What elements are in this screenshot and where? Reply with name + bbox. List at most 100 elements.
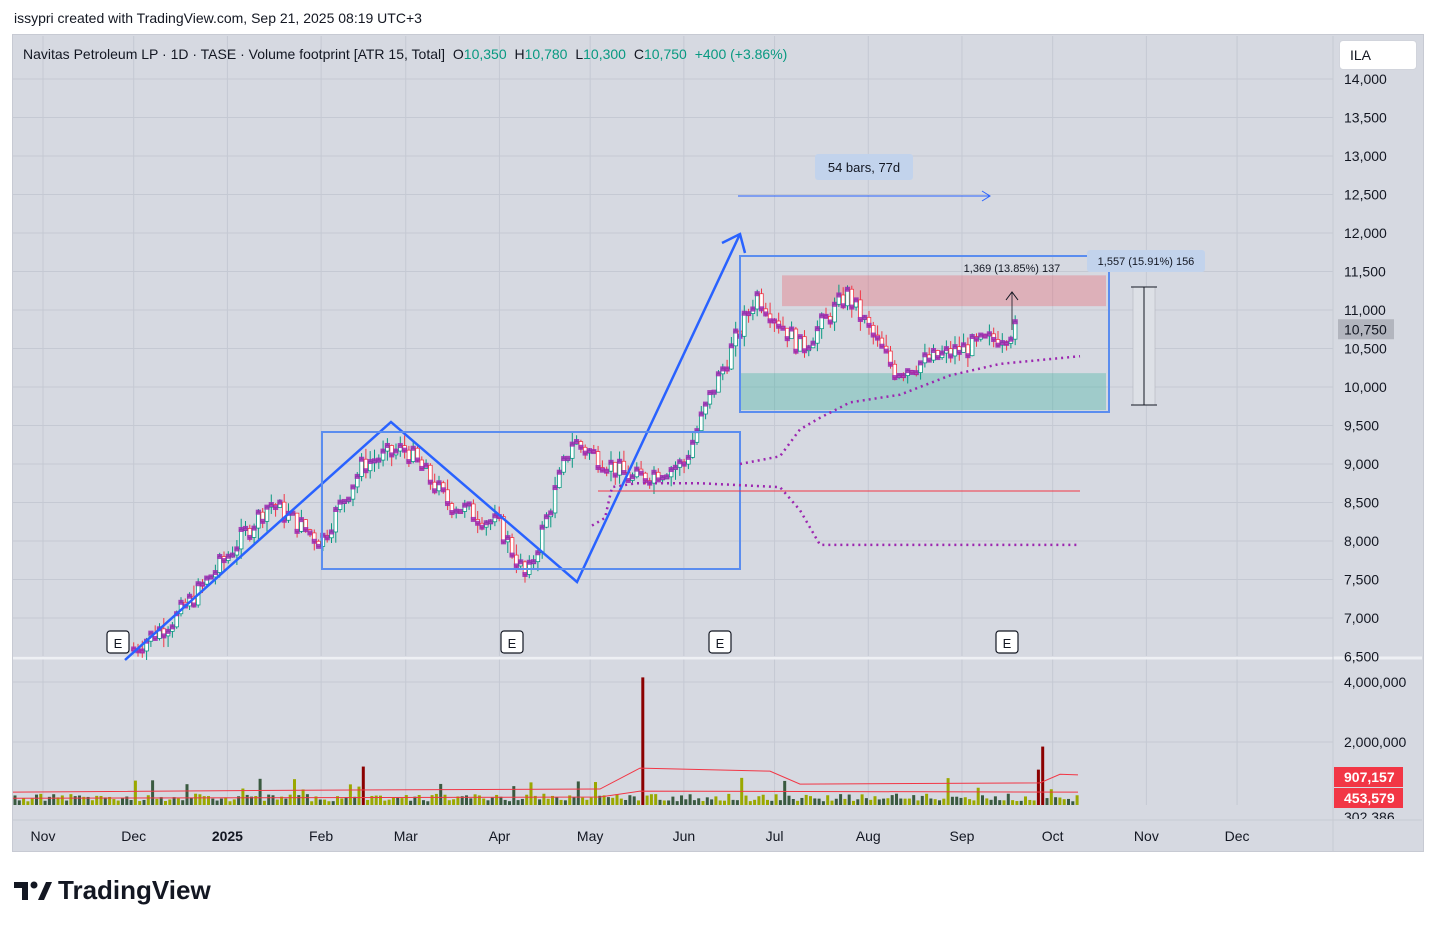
time-tick-label: Mar bbox=[394, 828, 418, 844]
footprint-cell bbox=[905, 368, 911, 374]
volume-bar bbox=[899, 798, 903, 805]
volume-bar bbox=[78, 795, 81, 805]
footprint-cell bbox=[384, 442, 390, 448]
footprint-cell bbox=[307, 530, 313, 536]
price-tick-label: 8,500 bbox=[1344, 495, 1379, 511]
volume-bar bbox=[757, 796, 761, 805]
volume-bar bbox=[727, 793, 731, 805]
footprint-cell bbox=[169, 624, 175, 630]
earnings-marker bbox=[106, 630, 130, 654]
footprint-cell bbox=[247, 534, 253, 540]
volume-bar bbox=[972, 800, 976, 805]
volume-bar bbox=[108, 796, 112, 805]
footprint-cell bbox=[715, 371, 722, 377]
volume-bar bbox=[516, 800, 520, 805]
footprint-cell bbox=[797, 334, 803, 340]
footprint-cell bbox=[462, 502, 468, 508]
footprint-cell bbox=[677, 459, 683, 465]
footprint-cell bbox=[229, 552, 236, 558]
volume-bar bbox=[551, 795, 554, 805]
footprint-cell bbox=[311, 538, 317, 544]
footprint-cell bbox=[917, 360, 924, 366]
volume-bar bbox=[224, 797, 228, 805]
volume-bar bbox=[1041, 746, 1045, 805]
volume-bar bbox=[404, 795, 408, 805]
symbol-legend: Navitas Petroleum LP · 1D · TASE · Volum… bbox=[23, 46, 791, 62]
footprint-cell bbox=[161, 633, 167, 639]
volume-bar bbox=[422, 800, 425, 805]
footprint-cell bbox=[225, 553, 231, 559]
footprint-cell bbox=[186, 593, 193, 599]
volume-bar bbox=[770, 800, 774, 805]
footprint-cell bbox=[333, 507, 339, 513]
footprint-cell bbox=[896, 373, 902, 379]
footprint-cell bbox=[922, 352, 928, 358]
earnings-marker bbox=[995, 630, 1019, 654]
footprint-cell bbox=[260, 518, 266, 524]
volume-bar bbox=[426, 801, 430, 805]
footprint-cell bbox=[870, 332, 876, 338]
footprint-cell bbox=[569, 441, 575, 447]
footprint-cell bbox=[440, 487, 446, 493]
chart-frame[interactable] bbox=[12, 34, 1424, 852]
volume-bar bbox=[800, 797, 804, 805]
footprint-cell bbox=[823, 313, 829, 319]
time-tick-label: Nov bbox=[1134, 828, 1159, 844]
volume-bar bbox=[305, 794, 309, 805]
high-label: H bbox=[514, 46, 525, 62]
footprint-cell bbox=[518, 559, 524, 565]
footprint-cell bbox=[724, 366, 730, 372]
volume-bar bbox=[886, 798, 890, 805]
footprint-cell bbox=[698, 411, 704, 417]
footprint-cell bbox=[595, 465, 601, 471]
volume-bar bbox=[895, 793, 898, 805]
tradingview-logo: TradingView bbox=[14, 875, 211, 906]
footprint-cell bbox=[475, 520, 481, 526]
footprint-cell bbox=[642, 478, 648, 484]
footprint-cell bbox=[685, 454, 691, 460]
volume-bar bbox=[477, 795, 481, 805]
volume-bar bbox=[495, 794, 499, 805]
candle-body bbox=[238, 529, 244, 550]
footprint-cell bbox=[324, 535, 330, 541]
volume-bar bbox=[826, 795, 830, 805]
footprint-cell bbox=[784, 336, 790, 342]
volume-bar bbox=[121, 798, 124, 805]
volume-bar bbox=[774, 794, 778, 805]
candle-body bbox=[716, 373, 721, 393]
volume-bar bbox=[637, 800, 640, 805]
volume-bar bbox=[723, 800, 726, 805]
footprint-cell bbox=[337, 499, 343, 505]
footprint-cell bbox=[913, 370, 919, 376]
footprint-cell bbox=[629, 474, 636, 480]
footprint-cell bbox=[135, 648, 141, 654]
currency-button[interactable]: ILA bbox=[1339, 40, 1417, 70]
volume-bar bbox=[95, 795, 99, 805]
volume-bar bbox=[284, 798, 288, 805]
footprint-cell bbox=[195, 581, 201, 587]
footprint-cell bbox=[457, 508, 464, 514]
volume-bar bbox=[202, 796, 206, 805]
footprint-cell bbox=[926, 357, 932, 363]
footprint-cell bbox=[887, 361, 894, 367]
volume-bar bbox=[237, 796, 241, 805]
price-tick-label: 8,000 bbox=[1344, 533, 1379, 549]
price-tick-label: 7,500 bbox=[1344, 572, 1379, 588]
footprint-cell bbox=[436, 480, 442, 486]
volume-bar bbox=[821, 801, 825, 805]
candle-body bbox=[742, 312, 747, 337]
volume-bar bbox=[1002, 800, 1006, 805]
footprint-cell bbox=[509, 552, 515, 558]
open-value: 10,350 bbox=[463, 46, 507, 62]
volume-bar bbox=[998, 800, 1002, 805]
footprint-cell bbox=[505, 535, 511, 541]
footprint-cell bbox=[264, 504, 270, 510]
volume-bar bbox=[469, 798, 473, 805]
volume-ma-upper bbox=[12, 767, 1079, 793]
volume-bar bbox=[809, 796, 812, 805]
volume-bar bbox=[718, 800, 722, 805]
footprint-cell bbox=[707, 390, 713, 396]
footprint-cell bbox=[251, 525, 257, 531]
footprint-cell bbox=[909, 369, 915, 375]
